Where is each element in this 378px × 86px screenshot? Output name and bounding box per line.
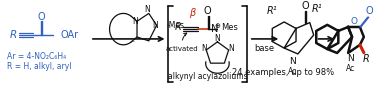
- Text: alkynyl acylazoliums: alkynyl acylazoliums: [168, 72, 248, 81]
- Text: R¹: R¹: [267, 6, 278, 16]
- Text: β: β: [189, 8, 195, 18]
- Text: Ac: Ac: [288, 67, 297, 76]
- Text: O: O: [204, 6, 211, 16]
- Text: ··: ··: [130, 38, 136, 47]
- Text: N: N: [228, 44, 234, 53]
- Text: O: O: [301, 1, 309, 11]
- Text: N: N: [132, 17, 138, 26]
- Text: N: N: [347, 54, 353, 63]
- Text: ⊕: ⊕: [214, 23, 220, 29]
- Text: R: R: [363, 54, 369, 64]
- Text: N: N: [152, 21, 158, 30]
- Text: O: O: [37, 12, 45, 22]
- Text: N: N: [201, 44, 207, 53]
- Text: O: O: [350, 17, 358, 26]
- Text: base: base: [254, 44, 274, 53]
- Text: OAr: OAr: [60, 30, 79, 40]
- Text: 24 examples, up to 98%: 24 examples, up to 98%: [232, 68, 334, 77]
- Text: N: N: [211, 24, 218, 34]
- Text: O: O: [366, 6, 373, 16]
- Text: R: R: [10, 30, 17, 40]
- Text: R: R: [175, 22, 181, 32]
- Text: -Mes: -Mes: [166, 21, 184, 30]
- Text: N: N: [144, 5, 150, 14]
- Text: Mes: Mes: [222, 23, 238, 32]
- Text: Ar = 4-NO₂C₆H₄: Ar = 4-NO₂C₆H₄: [6, 52, 66, 61]
- Text: activated: activated: [166, 46, 198, 52]
- Text: Ac: Ac: [345, 64, 355, 73]
- Text: N: N: [290, 57, 296, 66]
- Text: R = H, alkyl, aryl: R = H, alkyl, aryl: [6, 62, 71, 71]
- Text: N: N: [215, 34, 220, 43]
- Text: R¹: R¹: [312, 4, 323, 15]
